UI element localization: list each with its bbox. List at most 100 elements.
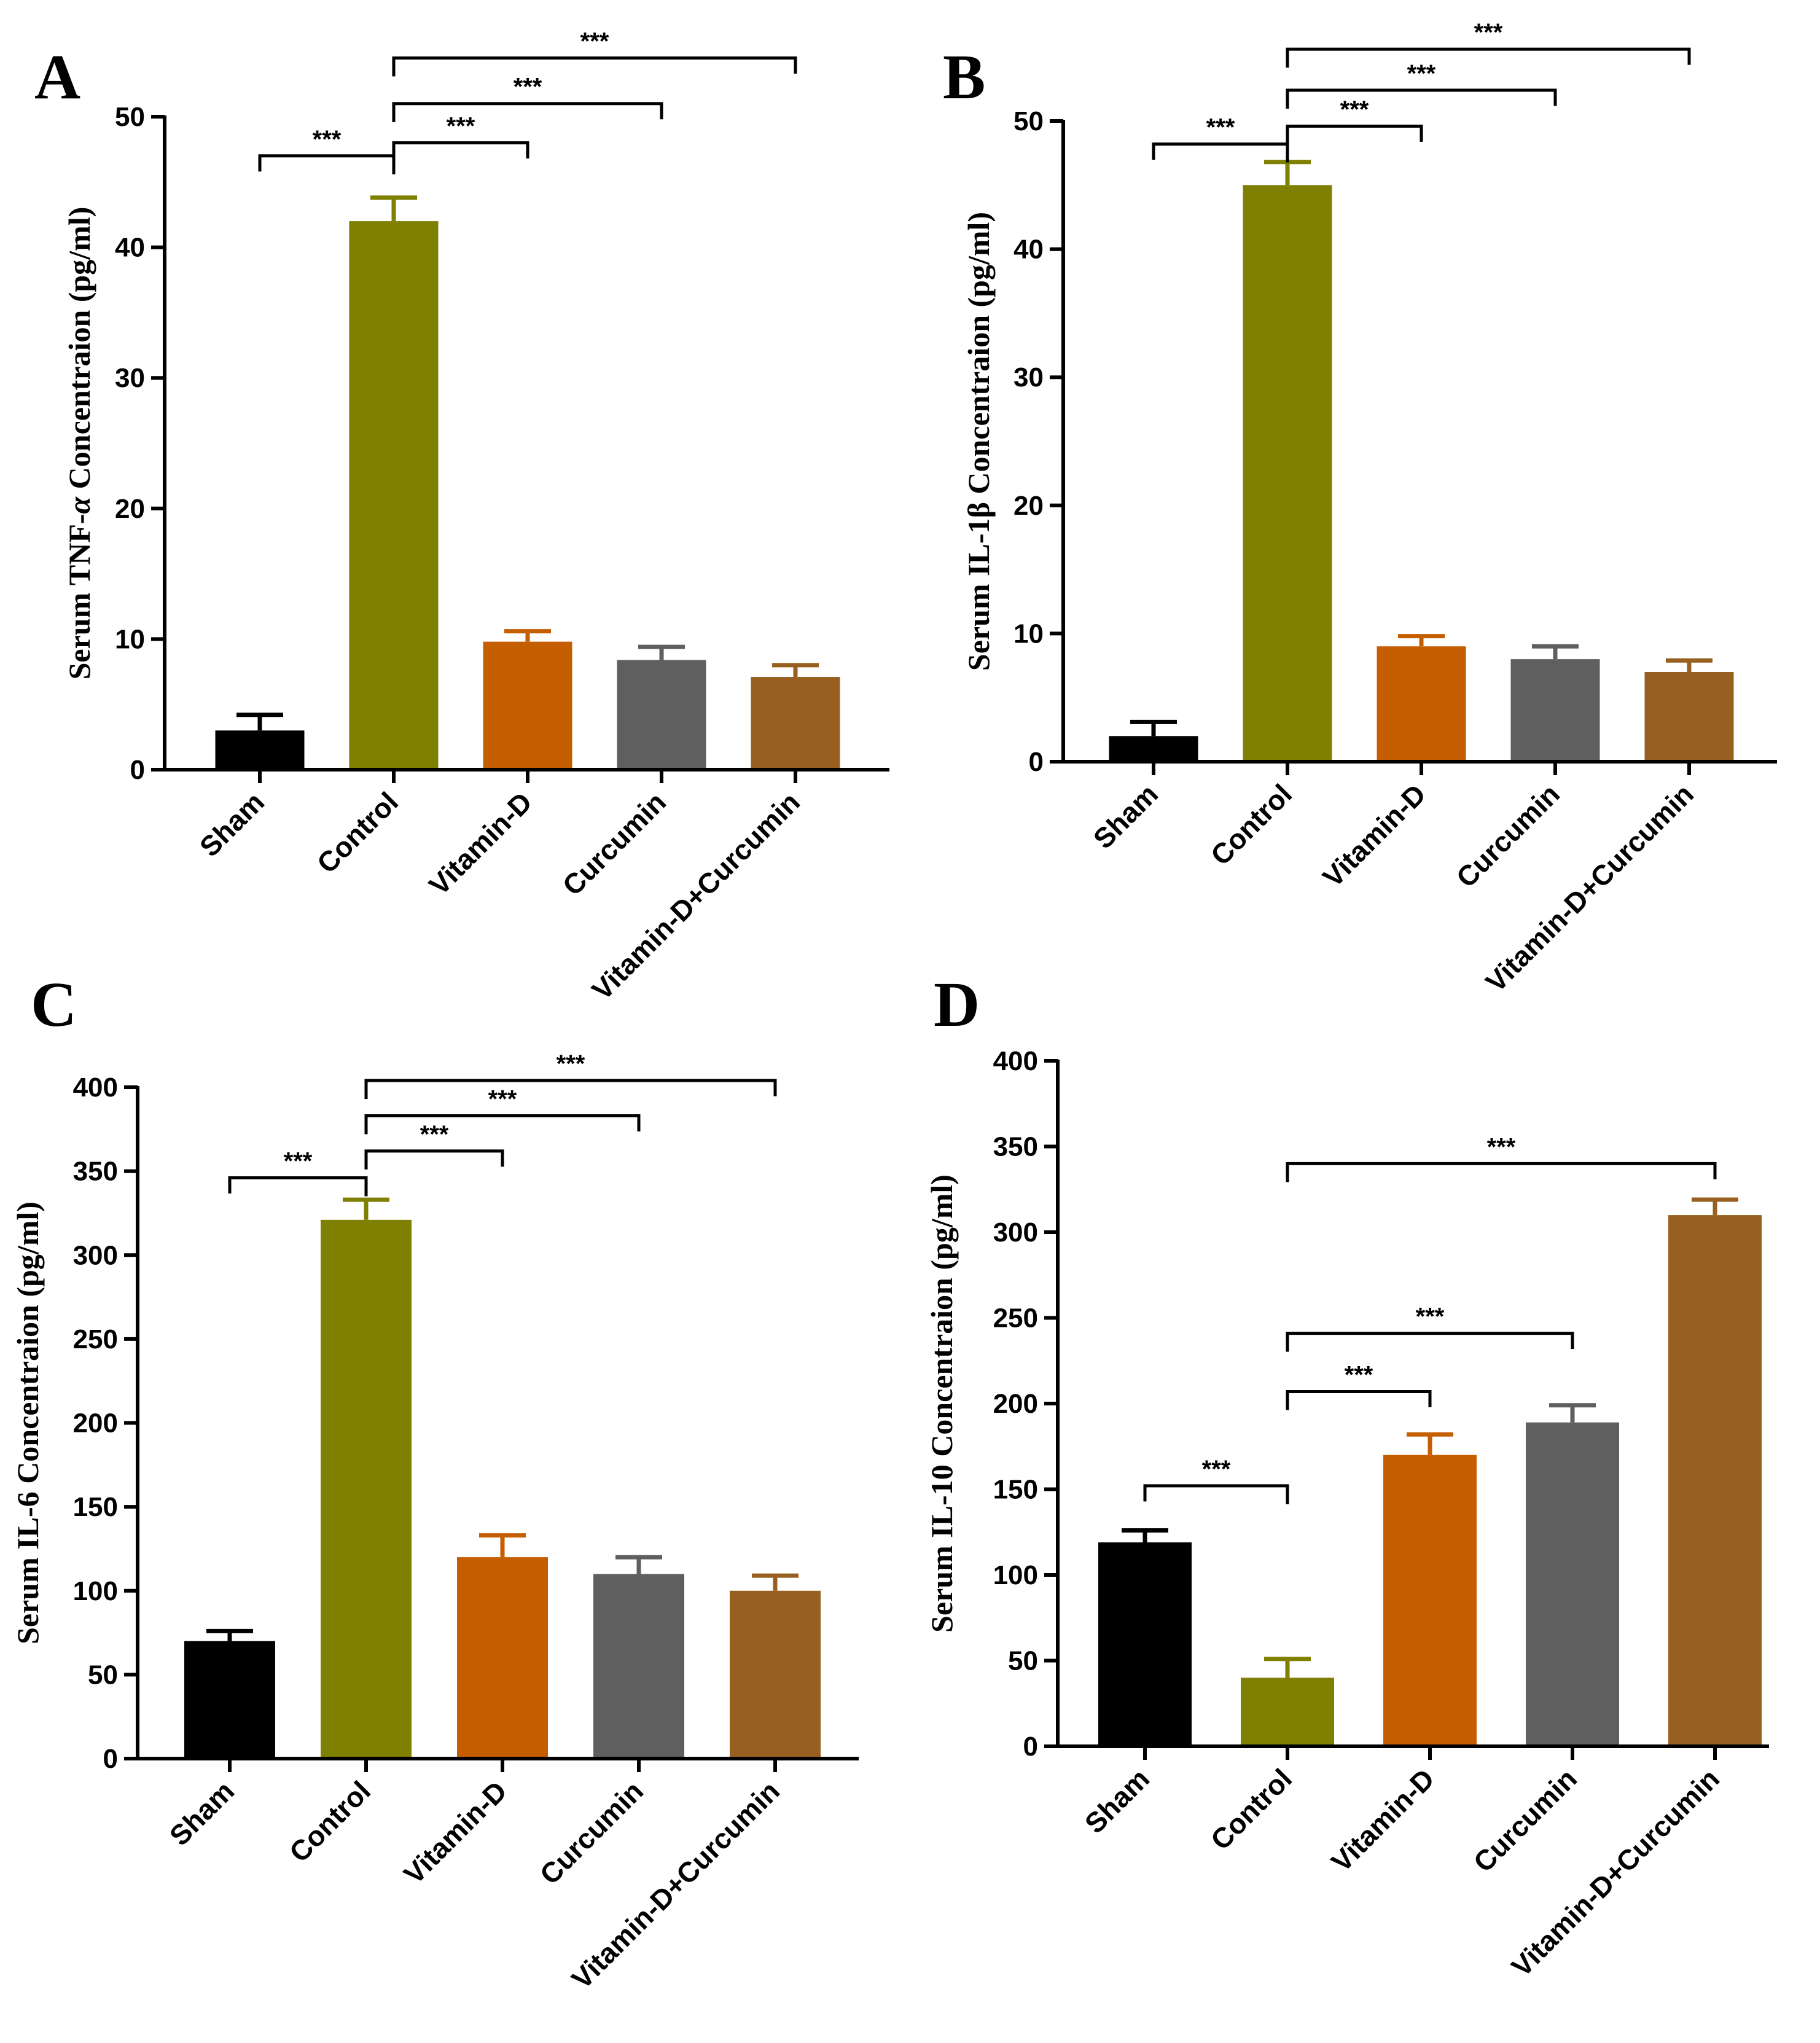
significance-label: ***	[1345, 1361, 1373, 1388]
y-tick-label: 250	[993, 1303, 1038, 1334]
bar-vitamin-d	[1383, 1455, 1477, 1746]
y-axis-title: Serum IL-6 Concentraion (pg/ml)	[10, 1201, 45, 1644]
panel-letter: A	[34, 42, 80, 112]
significance-label: ***	[557, 1050, 585, 1077]
significance-bracket	[258, 154, 396, 174]
y-tick-label: 300	[73, 1240, 118, 1270]
significance-bracket	[392, 141, 529, 162]
y-tick-label: 50	[1008, 1646, 1038, 1676]
y-tick-label: 30	[115, 363, 145, 393]
bar-control	[1243, 185, 1332, 762]
significance-label: ***	[1340, 96, 1369, 123]
panel-a: A Serum TNF-α Concentraion (pg/ml) 0 10 20 30…	[34, 28, 889, 1006]
significance-bracket	[1286, 1162, 1717, 1182]
y-tick-label: 0	[130, 755, 145, 785]
y-tick-label: 150	[73, 1492, 118, 1522]
x-tick-label-control: Control	[1205, 1762, 1298, 1856]
panel-c: C Serum IL-6 Concentraion (pg/ml) 0 50 100 15…	[10, 969, 859, 1995]
significance-label: ***	[1416, 1303, 1445, 1330]
bar-sham	[1109, 736, 1198, 762]
bar-vitamin-d-curcumin	[730, 1590, 821, 1759]
significance-bracket	[1286, 1389, 1432, 1410]
significance-bracket	[364, 1114, 641, 1135]
significance-bracket	[364, 1079, 777, 1100]
y-tick-label: 200	[993, 1389, 1038, 1419]
x-tick-label-sham: Sham	[193, 786, 270, 862]
bar-control	[321, 1219, 412, 1759]
y-tick-label: 10	[115, 624, 145, 654]
y-axis-title: Serum TNF-α Concentraion (pg/ml)	[62, 207, 96, 680]
bar-sham	[1098, 1542, 1192, 1746]
panel-letter: C	[31, 969, 77, 1040]
significance-bracket	[228, 1176, 368, 1197]
bar-curcumin	[593, 1574, 684, 1759]
significance-label: ***	[447, 113, 475, 140]
y-tick-label: 20	[1013, 491, 1044, 521]
y-tick-label: 30	[1013, 362, 1044, 393]
x-tick-label-vitamin-d: Vitamin-D	[397, 1775, 513, 1890]
bar-vitamin-d	[1377, 646, 1466, 762]
x-tick-label-curcumin: Curcumin	[1450, 778, 1566, 894]
significance-label: ***	[514, 74, 542, 101]
significance-bracket	[1286, 88, 1557, 109]
x-tick-label-control: Control	[1205, 778, 1298, 871]
y-tick-label: 350	[993, 1132, 1038, 1162]
significance-bracket	[364, 1149, 504, 1170]
significance-bracket	[1152, 143, 1289, 163]
y-tick-label: 50	[115, 102, 145, 132]
x-tick-label-curcumin: Curcumin	[556, 786, 672, 902]
x-tick-label-sham: Sham	[163, 1775, 240, 1851]
bar-sham	[184, 1641, 275, 1759]
bar-vitamin-d	[483, 641, 572, 770]
y-tick-label: 40	[115, 233, 145, 263]
x-tick-label-sham: Sham	[1087, 778, 1164, 854]
y-tick-label: 0	[1023, 1732, 1038, 1762]
y-tick-label: 200	[73, 1408, 118, 1439]
x-tick-label-vitamin-d: Vitamin-D	[1316, 778, 1432, 893]
significance-bracket	[1286, 124, 1423, 145]
y-tick-label: 100	[993, 1560, 1038, 1590]
x-tick-label-sham: Sham	[1079, 1762, 1155, 1839]
x-tick-label-curcumin: Curcumin	[1467, 1762, 1583, 1878]
y-tick-label: 400	[73, 1072, 118, 1103]
panel-b: B Serum IL-1β Concentraion (pg/ml) 0 10 20 30…	[943, 19, 1777, 998]
y-tick-label: 150	[993, 1475, 1038, 1505]
y-axis-title: Serum IL-10 Concentraion (pg/ml)	[924, 1174, 959, 1633]
y-axis-title: Serum IL-1β Concentraion (pg/ml)	[961, 212, 996, 671]
significance-label: ***	[1474, 19, 1503, 46]
significance-label: ***	[580, 28, 609, 55]
panel-letter: D	[934, 969, 980, 1040]
significance-label: ***	[420, 1121, 449, 1148]
significance-bracket	[1286, 1332, 1574, 1352]
y-tick-label: 400	[993, 1046, 1038, 1076]
significance-label: ***	[1487, 1133, 1516, 1160]
y-tick-label: 100	[73, 1576, 118, 1606]
significance-label: ***	[284, 1148, 313, 1175]
y-tick-label: 50	[88, 1660, 118, 1690]
bar-curcumin	[1510, 659, 1600, 762]
significance-label: ***	[1407, 60, 1436, 87]
bar-vitamin-d-curcumin	[751, 677, 840, 770]
y-tick-label: 20	[115, 494, 145, 524]
y-tick-label: 350	[73, 1157, 118, 1187]
y-tick-label: 40	[1013, 235, 1044, 265]
significance-label: ***	[488, 1085, 517, 1112]
y-tick-label: 50	[1013, 106, 1044, 136]
x-tick-label-curcumin: Curcumin	[533, 1775, 649, 1891]
bar-curcumin	[617, 660, 706, 770]
significance-label: ***	[1202, 1456, 1231, 1483]
x-tick-label-control: Control	[311, 786, 404, 879]
y-tick-label: 300	[993, 1217, 1038, 1248]
x-tick-label-vitamin-d: Vitamin-D	[1325, 1762, 1440, 1878]
y-tick-label: 0	[1029, 747, 1044, 777]
y-tick-label: 10	[1013, 619, 1044, 649]
bar-sham	[215, 730, 305, 770]
significance-bracket	[1143, 1484, 1289, 1504]
bar-vitamin-d-curcumin	[1644, 671, 1734, 762]
bar-control	[1241, 1678, 1334, 1746]
bar-vitamin-d-curcumin	[1668, 1215, 1762, 1746]
y-tick-label: 0	[103, 1744, 118, 1774]
significance-label: ***	[1206, 114, 1235, 141]
significance-bracket	[392, 102, 663, 122]
